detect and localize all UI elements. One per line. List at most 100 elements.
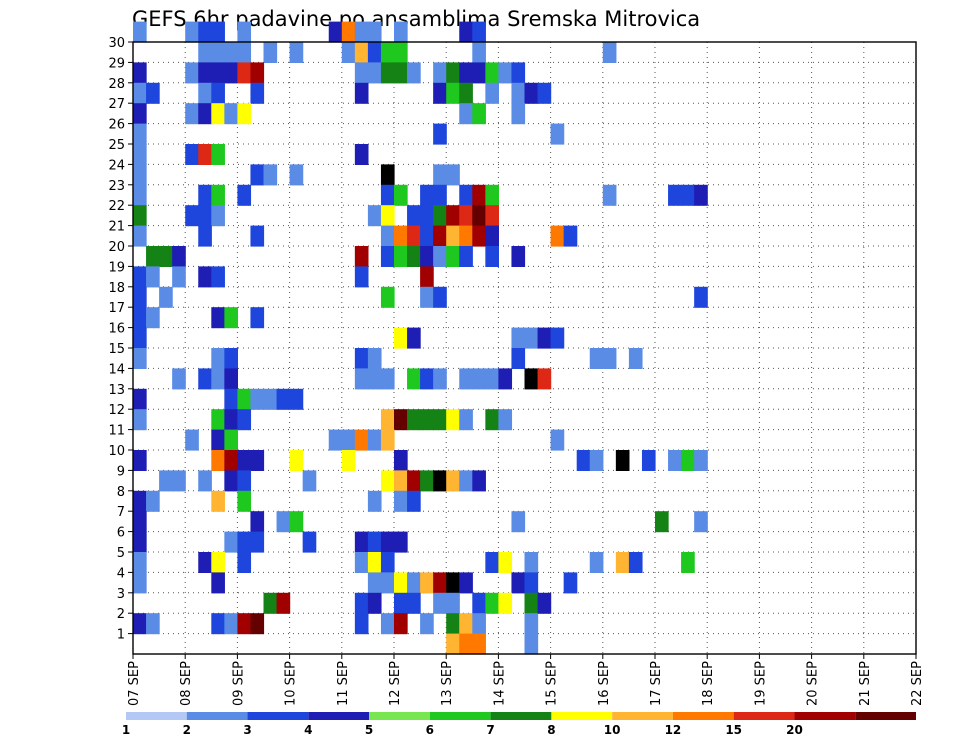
- heatmap-cell: [198, 82, 212, 104]
- heatmap-cell: [511, 62, 526, 84]
- heatmap-cell: [237, 552, 252, 573]
- heatmap-cell: [380, 531, 395, 553]
- heatmap-cell: [407, 205, 421, 227]
- heatmap-cell: [354, 246, 369, 267]
- heatmap-cell: [198, 368, 212, 390]
- heatmap-cell: [459, 470, 473, 492]
- heatmap-cell: [511, 246, 526, 267]
- heatmap-cell: [367, 592, 382, 614]
- heatmap-cell: [420, 572, 434, 594]
- heatmap-cell: [354, 348, 369, 369]
- heatmap-cell: [420, 266, 434, 288]
- heatmap-cell: [498, 368, 513, 390]
- heatmap-cell: [250, 307, 265, 329]
- heatmap-cell: [537, 82, 552, 104]
- heatmap-cell: [172, 246, 186, 267]
- heatmap-cell: [380, 225, 395, 247]
- heatmap-cell: [380, 552, 395, 573]
- heatmap-cell: [472, 42, 486, 63]
- heatmap-cell: [237, 450, 252, 471]
- heatmap-cell: [433, 82, 447, 104]
- heatmap-cell: [224, 348, 238, 369]
- heatmap-cell: [198, 266, 212, 288]
- heatmap-cell: [367, 490, 382, 512]
- x-tick-label: 13 SEP: [440, 661, 455, 706]
- heatmap-cell: [133, 286, 147, 308]
- x-tick-label: 11 SEP: [336, 661, 351, 706]
- heatmap-cell: [237, 388, 252, 410]
- heatmap-cell: [250, 62, 265, 84]
- heatmap-cell: [394, 572, 408, 594]
- heatmap-cell: [185, 205, 199, 227]
- heatmap-cell: [133, 62, 147, 84]
- legend-swatch: [551, 712, 613, 720]
- heatmap-cell: [289, 164, 304, 186]
- x-tick-label: 17 SEP: [649, 661, 664, 706]
- heatmap-cell: [446, 572, 460, 594]
- heatmap-cell: [602, 184, 617, 206]
- heatmap-cell: [328, 429, 343, 451]
- y-tick-label: 14: [108, 362, 125, 377]
- heatmap-cell: [367, 531, 382, 553]
- heatmap-cell: [446, 592, 460, 614]
- heatmap-cell: [224, 613, 238, 635]
- heatmap-cell: [407, 592, 421, 614]
- x-tick-label: 16 SEP: [597, 661, 612, 706]
- heatmap-cell: [446, 205, 460, 227]
- legend-label: 12: [665, 723, 682, 737]
- y-tick-label: 26: [108, 118, 125, 133]
- color-legend: 1 2 3 4 5 6 7 8 10 12 15 20: [122, 712, 916, 737]
- heatmap-cell: [263, 164, 278, 186]
- heatmap-cell: [446, 409, 460, 431]
- heatmap-cell: [380, 613, 395, 635]
- heatmap-cell: [224, 368, 238, 390]
- heatmap-cell: [485, 82, 499, 104]
- heatmap-cell: [211, 184, 225, 206]
- heatmap-cell: [354, 21, 369, 43]
- heatmap-cell: [289, 450, 304, 471]
- heatmap-cell: [694, 450, 708, 471]
- heatmap-cell: [237, 490, 252, 512]
- heatmap-cell: [394, 592, 408, 614]
- legend-label: 6: [426, 723, 434, 737]
- heatmap-cell: [354, 429, 369, 451]
- heatmap-cell: [133, 144, 147, 165]
- legend-swatch: [429, 712, 491, 720]
- heatmap-cell: [394, 613, 408, 635]
- heatmap-cell: [185, 21, 199, 43]
- heatmap-cell: [472, 225, 486, 247]
- heatmap-cell: [133, 511, 147, 533]
- heatmap-cell: [224, 103, 238, 125]
- heatmap-cell: [341, 21, 356, 43]
- heatmap-cell: [133, 307, 147, 329]
- heatmap-cell: [524, 572, 539, 594]
- heatmap-cell: [407, 409, 421, 431]
- heatmap-cell: [524, 613, 539, 635]
- heatmap-cell: [420, 205, 434, 227]
- heatmap-cell: [146, 82, 160, 104]
- heatmap-cell: [380, 62, 395, 84]
- heatmap-cell: [250, 531, 265, 553]
- y-tick-label: 4: [117, 566, 125, 581]
- legend-swatch: [247, 712, 309, 720]
- heatmap-cell: [524, 633, 539, 655]
- heatmap-cell: [394, 246, 408, 267]
- heatmap-cell: [198, 470, 212, 492]
- y-tick-label: 10: [108, 444, 125, 459]
- heatmap-cell: [433, 409, 447, 431]
- heatmap-cell: [185, 62, 199, 84]
- x-tick-label: 18 SEP: [701, 661, 716, 706]
- heatmap-cell: [694, 286, 708, 308]
- heatmap-cell: [524, 82, 539, 104]
- heatmap-cell: [550, 123, 565, 145]
- heatmap-cell: [380, 470, 395, 492]
- heatmap-cell: [224, 470, 238, 492]
- heatmap-cell: [446, 613, 460, 635]
- heatmap-cell: [511, 572, 526, 594]
- y-tick-label: 15: [108, 342, 125, 357]
- heatmap-cell: [159, 470, 173, 492]
- x-tick-label: 10 SEP: [284, 661, 299, 706]
- heatmap-cell: [589, 348, 604, 369]
- heatmap-cell: [472, 184, 486, 206]
- heatmap-cell: [354, 266, 369, 288]
